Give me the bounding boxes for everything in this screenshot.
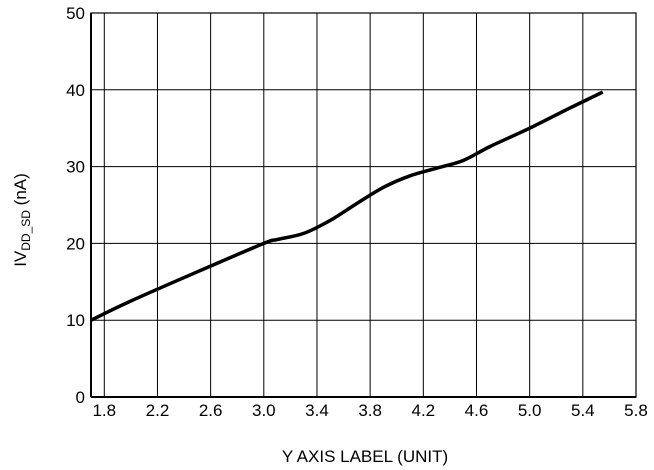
x-tick-label: 3.4 — [305, 401, 329, 420]
x-tick-label: 5.0 — [518, 401, 542, 420]
y-axis-title-prefix: IV — [11, 250, 30, 267]
y-axis-title: IVDD_SD (nA) — [11, 173, 33, 267]
x-tick-label: 3.0 — [252, 401, 276, 420]
x-tick-label: 2.6 — [199, 401, 223, 420]
y-tick-label: 0 — [76, 388, 85, 407]
y-axis-title-subscript: DD_SD — [19, 210, 33, 251]
x-tick-label: 3.8 — [358, 401, 382, 420]
x-tick-label: 5.8 — [624, 401, 648, 420]
x-tick-label: 2.2 — [146, 401, 170, 420]
y-tick-label: 40 — [66, 81, 85, 100]
y-tick-label: 50 — [66, 4, 85, 23]
y-tick-label: 20 — [66, 234, 85, 253]
y-axis-title-suffix: (nA) — [11, 173, 30, 210]
series-line — [90, 90, 604, 322]
y-tick-label: 10 — [66, 311, 85, 330]
x-tick-label: 1.8 — [92, 401, 116, 420]
y-tick-label: 30 — [66, 158, 85, 177]
x-tick-label: 5.4 — [571, 401, 595, 420]
x-tick-label: 4.6 — [465, 401, 489, 420]
x-axis-title: Y AXIS LABEL (UNIT) — [282, 447, 448, 466]
x-tick-label: 4.2 — [411, 401, 435, 420]
plot-frame — [90, 12, 637, 398]
y-tick-labels: 0 10 20 30 40 50 — [66, 4, 85, 407]
grid — [90, 12, 637, 398]
series-layer — [90, 90, 604, 322]
x-tick-labels: 1.8 2.2 2.6 3.0 3.4 3.8 4.2 4.6 5.0 5.4 5.8 — [92, 401, 647, 420]
